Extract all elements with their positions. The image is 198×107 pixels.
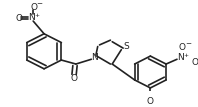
Text: O: O — [15, 14, 22, 23]
Text: O: O — [192, 58, 198, 67]
Text: −: − — [36, 1, 43, 7]
Text: N: N — [91, 53, 97, 62]
Text: N: N — [177, 53, 184, 62]
Text: +: + — [34, 13, 39, 18]
Text: N: N — [28, 13, 35, 22]
Text: S: S — [123, 42, 129, 51]
Text: O: O — [179, 43, 186, 52]
Text: O: O — [30, 3, 38, 12]
Text: +: + — [184, 53, 188, 58]
Text: O: O — [147, 97, 154, 106]
Text: −: − — [186, 41, 192, 47]
Text: O: O — [70, 74, 78, 83]
